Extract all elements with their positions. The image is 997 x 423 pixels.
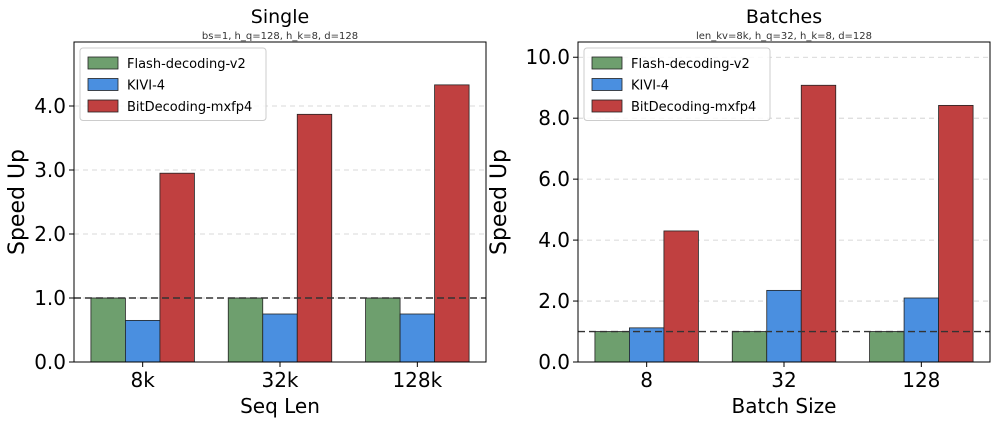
legend-swatch bbox=[87, 56, 119, 70]
bar bbox=[869, 331, 905, 363]
bar bbox=[159, 172, 195, 363]
y-tick-label: 2.0 bbox=[538, 289, 570, 313]
legend: Flash-decoding-v2 KIVI-4 BitDecoding-mxfp4 bbox=[583, 47, 771, 121]
x-tick-label: 8 bbox=[640, 368, 653, 392]
bar bbox=[434, 84, 470, 363]
chart-subtitle: len_kv=8k, h_q=32, h_k=8, d=128 bbox=[696, 31, 872, 42]
x-tick-label: 128 bbox=[902, 368, 940, 392]
chart-title: Single bbox=[251, 6, 309, 28]
legend-label: BitDecoding-mxfp4 bbox=[127, 100, 252, 115]
bar bbox=[227, 297, 264, 363]
y-axis-label: Speed Up bbox=[5, 149, 30, 255]
bar bbox=[399, 313, 435, 363]
legend-swatch bbox=[591, 56, 623, 70]
y-tick-label: 4.0 bbox=[538, 228, 570, 252]
x-tick-label: 128k bbox=[392, 368, 442, 392]
chart-title: Batches bbox=[746, 6, 822, 28]
bar bbox=[365, 297, 401, 363]
legend-swatch bbox=[87, 99, 119, 113]
legend-swatch bbox=[591, 99, 623, 113]
bar bbox=[731, 331, 768, 363]
chart-batches: Batches len_kv=8k, h_q=32, h_k=8, d=128 … bbox=[487, 6, 991, 418]
bar bbox=[296, 113, 333, 363]
legend: Flash-decoding-v2 KIVI-4 BitDecoding-mxfp4 bbox=[79, 47, 267, 121]
y-tick-label: 8.0 bbox=[538, 106, 570, 130]
legend-box bbox=[583, 47, 771, 121]
legend-swatch bbox=[87, 78, 119, 91]
plot-area bbox=[73, 41, 487, 363]
bar bbox=[766, 289, 802, 363]
x-axis-label: Seq Len bbox=[240, 394, 320, 418]
y-tick-label: 3.0 bbox=[34, 158, 66, 182]
bar bbox=[800, 84, 837, 363]
y-axis-label: Speed Up bbox=[487, 149, 512, 255]
bar bbox=[938, 104, 974, 363]
bar bbox=[594, 331, 630, 363]
legend-label: Flash-decoding-v2 bbox=[631, 57, 750, 72]
bar bbox=[629, 327, 665, 363]
y-tick-label: 10.0 bbox=[525, 45, 570, 69]
y-tick-label: 6.0 bbox=[538, 167, 570, 191]
y-tick-label: 0.0 bbox=[538, 350, 570, 374]
y-tick-label: 0.0 bbox=[34, 350, 66, 374]
bar bbox=[90, 297, 126, 363]
bar bbox=[262, 313, 298, 363]
legend-label: KIVI-4 bbox=[631, 79, 669, 94]
chart-subtitle: bs=1, h_q=128, h_k=8, d=128 bbox=[202, 31, 358, 42]
legend-swatch bbox=[591, 78, 623, 91]
x-tick-label: 32 bbox=[771, 368, 796, 392]
legend-box bbox=[79, 47, 267, 121]
bar bbox=[125, 319, 161, 363]
x-axis-label: Batch Size bbox=[732, 394, 837, 418]
bar bbox=[903, 297, 939, 363]
bar bbox=[663, 230, 699, 363]
legend-label: Flash-decoding-v2 bbox=[127, 57, 246, 72]
chart-single: Single bs=1, h_q=128, h_k=8, d=128 Seq L… bbox=[5, 6, 487, 418]
legend-label: BitDecoding-mxfp4 bbox=[631, 100, 756, 115]
y-tick-label: 4.0 bbox=[34, 94, 66, 118]
plot-area bbox=[577, 41, 991, 363]
x-tick-label: 32k bbox=[261, 368, 298, 392]
legend-label: KIVI-4 bbox=[127, 79, 165, 94]
y-tick-label: 1.0 bbox=[34, 286, 66, 310]
y-tick-label: 2.0 bbox=[34, 222, 66, 246]
x-tick-label: 8k bbox=[131, 368, 156, 392]
